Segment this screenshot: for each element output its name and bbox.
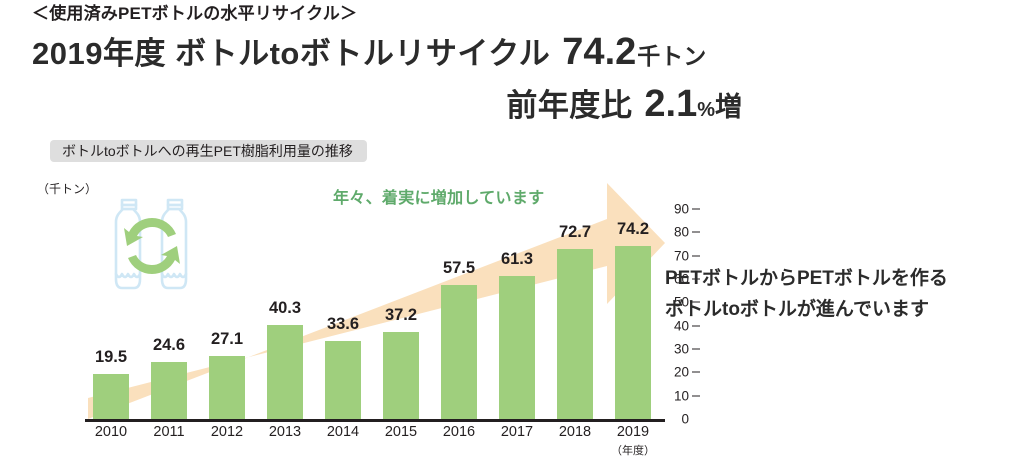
y-tick-20: 20	[642, 365, 700, 380]
x-label-2011: 2011	[153, 424, 185, 440]
y-tick-0-dash	[692, 418, 700, 419]
headline-secondary: 前年度比 2.1%増	[32, 80, 742, 126]
headline-primary: 2019年度 ボトルtoボトルリサイクル 74.2千トン	[32, 28, 802, 74]
y-tick-40: 40	[642, 318, 700, 333]
bar-rect-2012	[209, 355, 245, 419]
x-label-2014: 2014	[326, 424, 360, 440]
y-tick-70-dash	[692, 255, 700, 257]
headline-secondary-lead: 前年度比	[506, 88, 633, 123]
headline-primary-lead: 2019年度 ボトルtoボトルリサイクル	[32, 36, 551, 71]
x-label-2016: 2016	[442, 424, 476, 440]
right-caption-line1: PETボトルからPETボトルを作る	[665, 268, 948, 289]
y-tick-30: 30	[642, 342, 700, 357]
x-label-2019: 2019	[616, 424, 650, 440]
bar-slot-2011: 24.6 2011	[143, 136, 195, 440]
chart-panel: ボトルtoボトルへの再生PET樹脂利用量の推移 （千トン） 90 80 70 6…	[0, 136, 700, 457]
x-label-2013: 2013	[268, 424, 302, 440]
x-label-2012: 2012	[210, 424, 244, 440]
y-tick-80-value: 80	[673, 224, 689, 240]
bar-slot-2014: 33.6 2014	[317, 136, 369, 440]
bar-value-2018: 72.7	[558, 223, 592, 242]
headline-secondary-unit: %	[697, 99, 715, 121]
bar-value-2012: 27.1	[210, 329, 244, 348]
y-tick-10-dash	[692, 395, 700, 397]
y-tick-20-value: 20	[673, 364, 689, 380]
y-tick-20-dash	[692, 371, 700, 373]
headline-secondary-suffix: 増	[715, 92, 742, 122]
y-tick-80-dash	[692, 231, 700, 233]
x-label-2015: 2015	[384, 424, 418, 440]
bar-slot-2013: 40.3 2013	[259, 136, 311, 440]
y-tick-50-dash	[692, 301, 700, 303]
y-tick-50-value: 50	[673, 294, 689, 310]
y-tick-50: 50	[642, 295, 700, 310]
y-tick-90-dash	[692, 208, 700, 210]
bar-slot-2015: 37.2 2015	[375, 136, 427, 440]
bar-series: 19.5 2010 24.6 2011 27.1 2012 40.3 2013	[85, 136, 665, 457]
y-tick-70-value: 70	[673, 248, 689, 264]
y-tick-60-value: 60	[673, 271, 689, 287]
x-label-2010: 2010	[94, 424, 128, 440]
x-label-2017: 2017	[500, 424, 534, 440]
headline-primary-unit: 千トン	[637, 43, 707, 69]
bar-value-2011: 24.6	[152, 335, 186, 354]
bar-rect-2014	[325, 340, 361, 419]
bar-slot-2010: 19.5 2010	[85, 136, 137, 440]
chart-annotation: 年々、着実に増加しています	[333, 190, 545, 207]
y-tick-30-value: 30	[673, 341, 689, 357]
bar-slot-2012: 27.1 2012	[201, 136, 253, 440]
bar-rect-2015	[383, 332, 419, 419]
bar-rect-2010	[93, 373, 129, 419]
bar-value-2019: 74.2	[616, 219, 650, 238]
y-tick-40-dash	[692, 325, 700, 327]
bar-rect-2011	[151, 361, 187, 419]
right-caption: PETボトルからPETボトルを作る ボトルtoボトルが進んでいます	[665, 264, 1025, 326]
y-tick-0-value: 0	[681, 411, 689, 427]
x-axis-unit-label: （年度）	[611, 445, 655, 457]
bar-rect-2016	[441, 284, 477, 419]
y-tick-0: 0	[642, 412, 700, 427]
bar-rect-2019	[615, 245, 651, 419]
headline-primary-value: 74.2	[562, 31, 637, 73]
y-axis-unit-label: （千トン）	[37, 182, 98, 196]
y-tick-60: 60	[642, 272, 700, 287]
y-tick-40-value: 40	[673, 318, 689, 334]
eyebrow-text: ＜使用済みPETボトルの水平リサイクル＞	[32, 4, 358, 23]
bar-value-2016: 57.5	[442, 258, 476, 277]
bar-rect-2013	[267, 325, 303, 419]
bar-slot-2017: 61.3 2017	[491, 136, 543, 440]
bar-value-2013: 40.3	[268, 299, 302, 317]
bar-rect-2017	[499, 276, 535, 419]
bar-value-2010: 19.5	[94, 347, 128, 366]
chart-title: ボトルtoボトルへの再生PET樹脂利用量の推移	[50, 140, 367, 162]
y-tick-80: 80	[642, 225, 700, 240]
bar-value-2015: 37.2	[384, 306, 418, 325]
pet-bottle-recycle-icon	[114, 198, 188, 290]
right-caption-line2: ボトルtoボトルが進んでいます	[665, 298, 929, 320]
y-tick-70: 70	[642, 248, 700, 263]
bar-slot-2019: 74.2 2019 （年度）	[607, 136, 659, 457]
y-tick-90: 90	[642, 202, 700, 217]
plot-area: 90 80 70 60 50 40 30 20 10 0	[0, 136, 700, 457]
x-axis-line	[85, 419, 665, 422]
y-tick-10-value: 10	[673, 388, 689, 404]
headline-secondary-value: 2.1	[644, 83, 698, 125]
y-tick-10: 10	[642, 388, 700, 403]
bar-value-2014: 33.6	[326, 314, 360, 333]
bar-rect-2018	[557, 249, 593, 419]
bar-slot-2016: 57.5 2016	[433, 136, 485, 440]
bar-value-2017: 61.3	[500, 250, 534, 269]
x-label-2018: 2018	[558, 424, 592, 440]
y-tick-30-dash	[692, 348, 700, 350]
bar-slot-2018: 72.7 2018	[549, 136, 601, 440]
y-tick-90-value: 90	[673, 201, 689, 217]
y-tick-60-dash	[692, 278, 700, 280]
